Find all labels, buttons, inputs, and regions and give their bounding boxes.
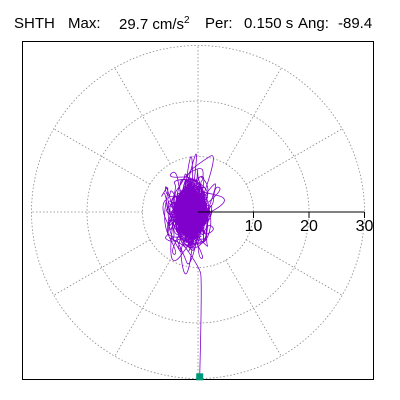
plot-header: SHTH Max: 29.7 cm/s2 Per: 0.150 s Ang: -… xyxy=(0,0,400,40)
motion-trace xyxy=(161,153,225,377)
max-unit-exponent: 2 xyxy=(184,15,190,26)
grid-spoke xyxy=(225,259,282,357)
grid-spoke xyxy=(245,239,343,296)
max-value-text: 29.7 cm/s xyxy=(119,16,185,33)
radial-tick-label: 30 xyxy=(356,218,374,235)
grid-spoke xyxy=(114,259,171,357)
grid-spoke xyxy=(245,128,343,185)
angle-value: -89.4 xyxy=(338,15,373,32)
grid-spoke xyxy=(53,239,151,296)
angle-label: Ang: xyxy=(298,15,329,32)
period-value: 0.150 s xyxy=(244,15,294,32)
peak-marker xyxy=(196,373,204,381)
period-label: Per: xyxy=(205,15,233,32)
max-value: 29.7 cm/s2 xyxy=(119,15,190,33)
grid-spoke xyxy=(225,67,282,165)
radial-axis: 10 20 30 xyxy=(198,211,374,235)
grid-spoke xyxy=(53,128,151,185)
peak-marker-layer xyxy=(196,373,204,381)
grid-spoke xyxy=(114,67,171,165)
radial-tick-label: 20 xyxy=(300,218,318,235)
max-label: Max: xyxy=(68,15,101,32)
motion-trace-path xyxy=(161,153,225,377)
station-code: SHTH xyxy=(14,15,55,32)
radial-tick-label: 10 xyxy=(245,218,263,235)
